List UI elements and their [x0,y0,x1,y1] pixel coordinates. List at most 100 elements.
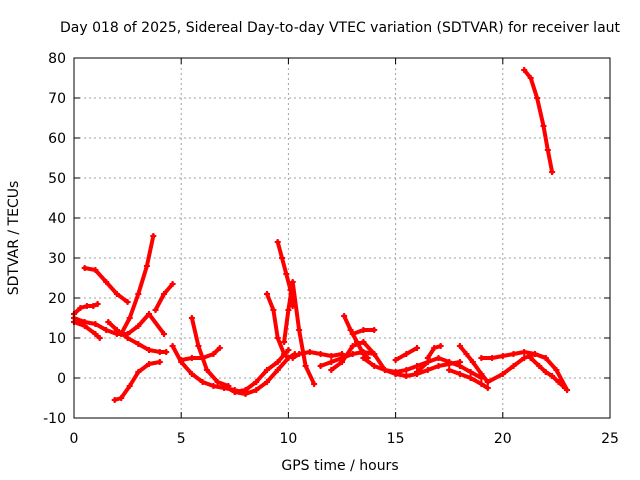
data-point [540,123,547,129]
data-point [360,339,367,345]
data-point [484,379,491,385]
data-point [289,279,296,285]
data-point [328,359,335,365]
data-point [111,397,118,403]
data-point [289,355,296,361]
data-point [92,321,99,327]
data-point [317,363,324,369]
data-point [544,147,551,153]
x-tick-label: 20 [494,431,512,447]
data-point [542,369,549,375]
data-point [161,331,167,337]
x-tick-label: 5 [177,431,186,447]
chart-title: Day 018 of 2025, Sidereal Day-to-day VTE… [60,20,621,36]
data-point [360,355,367,361]
data-point [510,363,517,369]
plot-frame [73,57,611,419]
data-point [188,371,195,377]
data-point [302,363,309,369]
data-point [341,313,348,319]
data-point [536,363,543,369]
data-point [210,383,217,389]
data-point [549,373,556,379]
data-point [242,391,249,397]
data-point [135,369,142,375]
data-point [118,395,125,401]
data-point [510,351,517,357]
data-point [279,255,285,261]
data-point [274,335,281,341]
data-point [553,367,560,373]
data-point [489,355,496,361]
data-point [113,291,120,297]
data-point [77,305,84,311]
data-point [126,383,133,389]
data-point [264,291,270,297]
data-point [435,363,442,369]
series-layer [71,67,571,403]
x-tick-label: 10 [279,431,297,447]
data-point [253,387,260,393]
y-tick-label: 20 [48,291,66,307]
data-point [105,319,112,325]
data-point [274,367,281,373]
data-point [216,345,223,351]
data-point [92,331,99,337]
data-point [152,307,159,313]
data-point [143,263,150,269]
data-point [135,323,142,329]
data-point [349,351,356,357]
data-point [169,343,176,349]
y-tick-label: 0 [57,371,66,387]
data-point [484,385,491,391]
y-axis-label: SDTVAR / TECUs [6,181,22,296]
y-tick-label: -10 [43,411,66,427]
data-point [296,327,303,333]
data-point [274,359,281,365]
data-point [424,367,431,373]
data-point [270,307,277,313]
data-point [81,265,88,271]
series-arc-16 [282,280,317,386]
data-point [527,75,534,81]
data-point [296,351,303,357]
x-axis-label: GPS time / hours [281,458,398,474]
data-point [214,379,221,385]
data-point [163,349,170,355]
series-arc-3 [72,320,102,340]
data-point [349,331,356,337]
data-point [403,373,410,379]
data-point [371,363,378,369]
data-point [281,351,288,357]
data-point [437,343,444,349]
data-point [94,301,101,307]
y-tick-label: 80 [48,51,66,67]
data-point [146,311,152,317]
data-point [414,345,420,351]
data-point [195,343,202,349]
data-point [446,367,453,373]
data-point [81,323,88,329]
data-point [124,299,131,305]
data-point [349,343,356,349]
data-point [178,357,185,363]
data-point [467,369,474,375]
data-point [371,327,378,333]
data-point [188,315,195,321]
data-point [161,291,167,297]
data-point [169,281,176,287]
data-point [456,343,463,349]
data-point [381,367,388,373]
data-point [521,349,528,355]
data-point [92,267,99,273]
y-tick-label: 10 [48,331,66,347]
data-point [532,351,538,357]
data-point [199,355,206,361]
data-point [360,327,367,333]
data-point [456,371,463,377]
data-point [403,351,410,357]
data-point [150,233,157,239]
data-point [499,353,506,359]
data-point [83,303,90,309]
